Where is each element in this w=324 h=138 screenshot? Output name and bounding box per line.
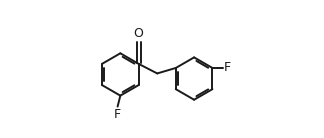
Text: O: O — [134, 27, 144, 40]
Text: F: F — [114, 108, 121, 121]
Text: F: F — [223, 61, 230, 75]
